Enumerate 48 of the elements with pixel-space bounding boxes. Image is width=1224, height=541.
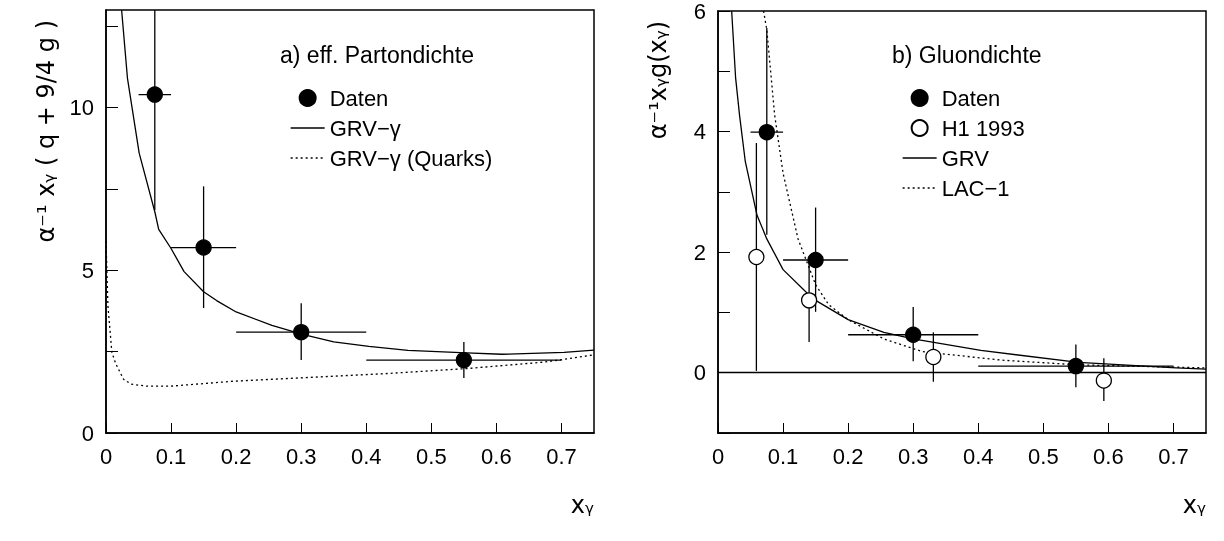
x-tick-label: 0.2 (832, 443, 864, 469)
y-axis-title: α⁻¹ xᵧ ( q + 9/4 g ) (32, 20, 60, 243)
legend-label: GRV−γ (329, 115, 401, 141)
x-tick-label: 0.5 (1028, 443, 1059, 469)
y-tick-label: 10 (69, 95, 94, 121)
point (800, 292, 818, 309)
point (1067, 357, 1085, 375)
y-axis-title: α⁻¹xᵧg(xᵧ) (644, 21, 672, 140)
legend-label: LAC−1 (941, 175, 1010, 201)
legend-label: GRV (941, 145, 990, 171)
y-tick-label: 5 (81, 257, 94, 283)
x-tick-label: 0.7 (1158, 443, 1189, 469)
x-tick-label: 0.5 (416, 443, 447, 469)
x-tick-label: 0.6 (1093, 443, 1124, 469)
point (748, 248, 765, 266)
x-tick-label: 0.3 (285, 443, 317, 469)
legend-label: Daten (941, 85, 1001, 111)
x-tick-label: 0.1 (155, 443, 187, 469)
x-tick-label: 0.3 (897, 443, 929, 469)
x-tick-label: 0.6 (481, 443, 512, 469)
legend-label: GRV−γ (Quarks) (329, 145, 493, 171)
point (146, 86, 163, 103)
point (293, 323, 310, 341)
text: a) eff. Partondichte (280, 41, 474, 68)
y-tick-label: 0 (81, 420, 94, 446)
point (905, 326, 922, 343)
x-tick-label: 0 (711, 443, 725, 469)
legend-label: Daten (329, 85, 389, 111)
x-axis-title: xᵧ (570, 491, 595, 519)
x-tick-label: 0.2 (220, 443, 252, 469)
legend-label: H1 1993 (941, 115, 1025, 141)
point (455, 351, 473, 369)
point (925, 348, 942, 366)
point (1095, 372, 1112, 389)
text: b) Gluondichte (892, 41, 1042, 68)
y-tick-label: 4 (693, 119, 706, 145)
point (807, 251, 824, 269)
x-axis-title: xᵧ (1182, 491, 1207, 519)
y-tick-label: 2 (693, 239, 706, 265)
y-tick-label: 0 (693, 360, 706, 386)
point (195, 239, 212, 256)
point (758, 124, 775, 141)
x-tick-label: 0 (99, 443, 113, 469)
x-tick-label: 0.4 (350, 443, 382, 469)
x-tick-label: 0.7 (546, 443, 577, 469)
x-tick-label: 0.1 (767, 443, 799, 469)
x-tick-label: 0.4 (962, 443, 994, 469)
y-tick-label: 6 (693, 0, 706, 24)
